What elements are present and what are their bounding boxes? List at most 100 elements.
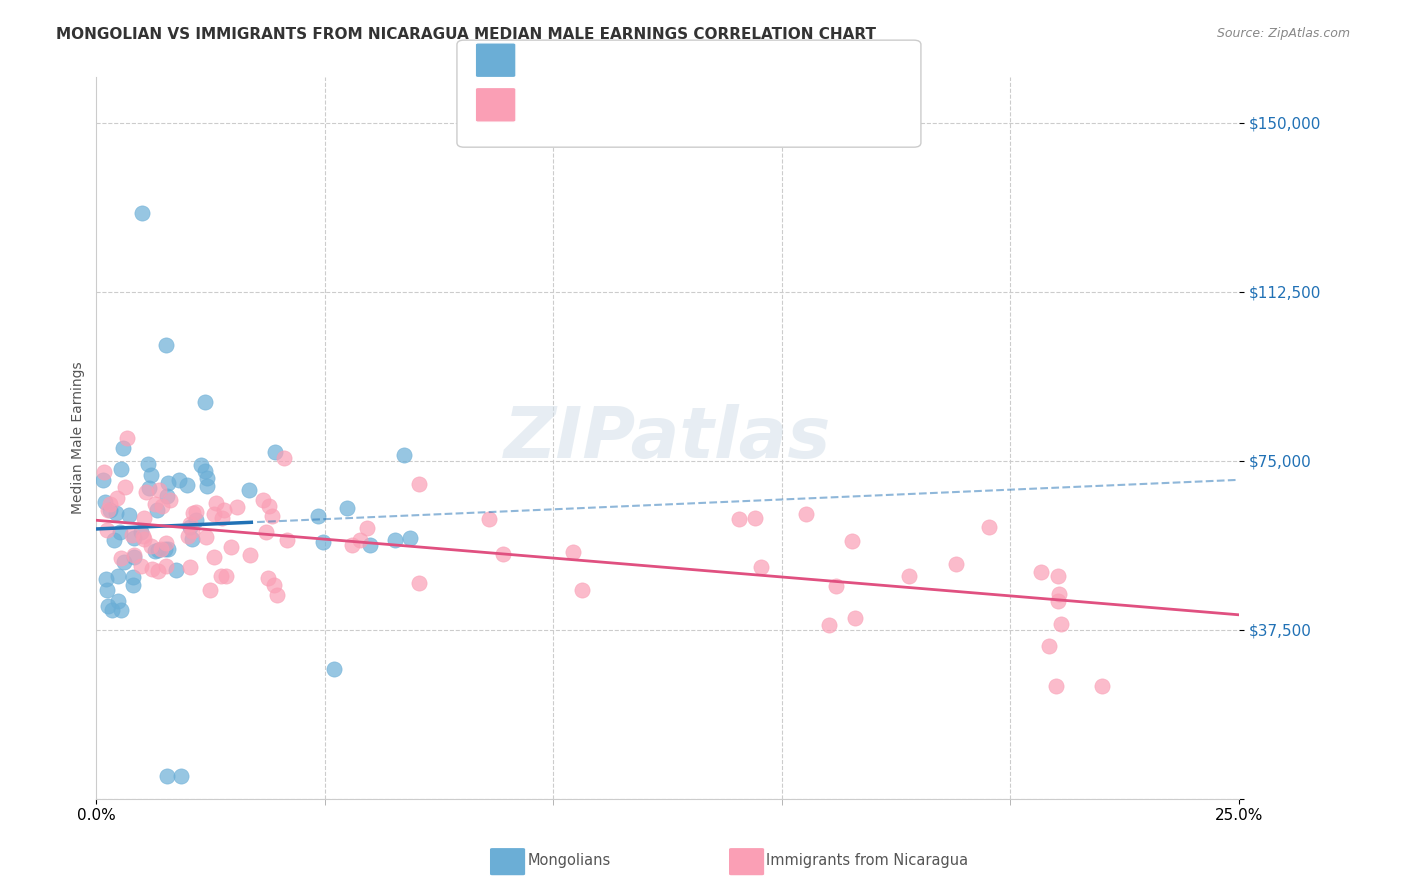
Point <box>131 205 153 219</box>
Point <box>977 520 1000 534</box>
Point <box>96 582 118 597</box>
Point <box>408 477 430 491</box>
Point <box>276 533 298 547</box>
Point <box>945 558 967 572</box>
Point <box>263 445 285 459</box>
Y-axis label: Median Male Earnings: Median Male Earnings <box>72 362 86 515</box>
Point <box>195 530 218 544</box>
Point <box>110 551 132 566</box>
Text: ZIPatlas: ZIPatlas <box>503 403 831 473</box>
Point <box>98 497 121 511</box>
Point <box>841 533 863 548</box>
Point <box>124 531 146 545</box>
Point <box>209 569 232 583</box>
Point <box>225 500 247 514</box>
Point <box>97 599 120 613</box>
Point <box>179 560 201 574</box>
Point <box>340 538 363 552</box>
Point <box>112 555 135 569</box>
Point <box>312 535 335 549</box>
Point <box>1049 616 1071 631</box>
Point <box>478 511 501 525</box>
Point <box>1045 679 1067 693</box>
Point <box>239 548 262 562</box>
Point <box>103 533 125 548</box>
Point <box>257 499 280 513</box>
Text: 80: 80 <box>696 97 717 112</box>
Point <box>195 471 218 485</box>
Point <box>184 513 207 527</box>
Point <box>143 497 166 511</box>
Text: N =: N = <box>626 97 669 112</box>
Point <box>256 571 278 585</box>
Point <box>141 562 163 576</box>
Point <box>186 505 208 519</box>
Point <box>817 618 839 632</box>
Point <box>98 503 121 517</box>
Point <box>384 533 406 548</box>
Point <box>215 569 238 583</box>
Point <box>139 468 162 483</box>
Text: 0.076: 0.076 <box>569 49 617 63</box>
Point <box>96 524 118 538</box>
Point <box>179 517 201 532</box>
Point <box>1090 679 1112 693</box>
Point <box>105 506 128 520</box>
Point <box>181 524 204 539</box>
Text: Mongolians: Mongolians <box>527 854 610 868</box>
Point <box>139 539 162 553</box>
Text: Immigrants from Nicaragua: Immigrants from Nicaragua <box>766 854 969 868</box>
Point <box>132 511 155 525</box>
Point <box>219 540 242 554</box>
Point <box>132 529 155 543</box>
Point <box>156 542 179 557</box>
Point <box>205 496 228 510</box>
Text: N =: N = <box>626 49 669 63</box>
Point <box>91 474 114 488</box>
Point <box>107 569 129 583</box>
Point <box>212 503 235 517</box>
Point <box>150 541 173 556</box>
Point <box>336 501 359 516</box>
Point <box>252 492 274 507</box>
Point <box>794 507 817 521</box>
Point <box>108 524 131 539</box>
Point <box>177 529 200 543</box>
Point <box>183 506 205 520</box>
Point <box>155 769 177 783</box>
Point <box>359 538 381 552</box>
Text: Source: ZipAtlas.com: Source: ZipAtlas.com <box>1216 27 1350 40</box>
Text: MONGOLIAN VS IMMIGRANTS FROM NICARAGUA MEDIAN MALE EARNINGS CORRELATION CHART: MONGOLIAN VS IMMIGRANTS FROM NICARAGUA M… <box>56 27 876 42</box>
Point <box>105 491 128 506</box>
Text: R =: R = <box>520 97 554 112</box>
Point <box>844 611 866 625</box>
Point <box>273 451 295 466</box>
Point <box>111 441 134 455</box>
Point <box>266 588 288 602</box>
Point <box>408 576 430 591</box>
Point <box>132 532 155 546</box>
Point <box>322 662 344 676</box>
Point <box>825 579 848 593</box>
Point <box>198 582 221 597</box>
Point <box>129 525 152 540</box>
Point <box>749 560 772 574</box>
Point <box>492 547 515 561</box>
Point <box>148 543 170 558</box>
Point <box>150 499 173 513</box>
Point <box>181 532 204 546</box>
Point <box>1038 639 1060 653</box>
Point <box>97 503 120 517</box>
Point <box>155 558 177 573</box>
Point <box>202 507 225 521</box>
Point <box>146 502 169 516</box>
Point <box>356 521 378 535</box>
Point <box>1046 569 1069 583</box>
Point <box>202 550 225 565</box>
Point <box>138 481 160 495</box>
Point <box>262 508 284 523</box>
Point <box>93 465 115 479</box>
Point <box>110 603 132 617</box>
Point <box>156 475 179 490</box>
Point <box>156 490 179 504</box>
